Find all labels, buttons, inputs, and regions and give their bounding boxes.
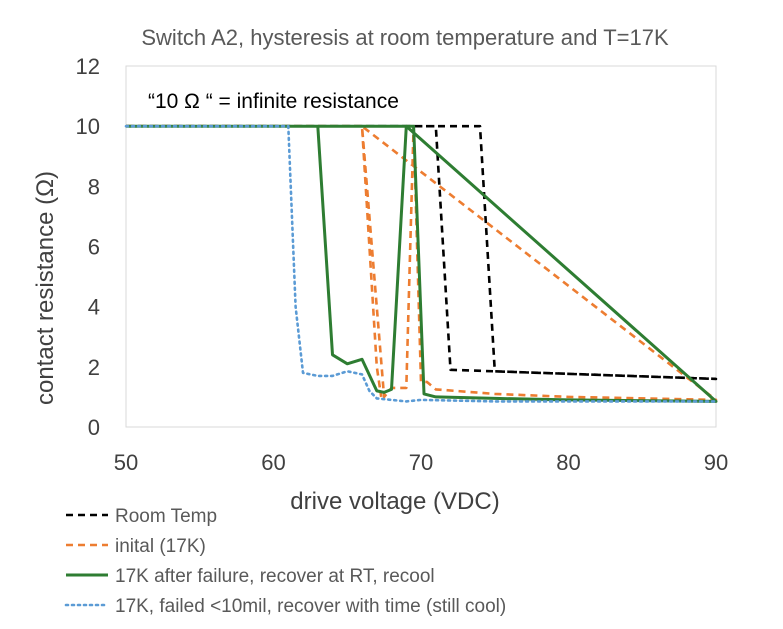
y-axis-label: contact resistance (Ω) <box>32 171 59 405</box>
legend-label-2: inital (17K) <box>115 536 206 557</box>
series-line-4 <box>124 124 718 403</box>
legend: Room Temp inital (17K) 17K after failure, … <box>64 506 506 617</box>
y-tick-label: 4 <box>88 295 100 320</box>
y-tick-label: 10 <box>76 114 100 139</box>
x-axis-label: drive voltage (VDC) <box>290 488 499 515</box>
plot-area <box>125 65 717 428</box>
legend-label-3: 17K after failure, recover at RT, recool <box>115 566 435 587</box>
x-tick-label: 80 <box>556 450 580 475</box>
x-tick-label: 50 <box>114 450 138 475</box>
series-line-1 <box>126 124 718 381</box>
chart-title: Switch A2, hysteresis at room temperatur… <box>141 25 669 50</box>
y-tick-label: 8 <box>88 174 100 199</box>
x-tick-label: 70 <box>409 450 433 475</box>
legend-label-1: Room Temp <box>115 506 217 527</box>
series-line-2 <box>126 124 718 402</box>
y-tick-label: 0 <box>88 415 100 440</box>
y-tick-label: 12 <box>76 54 100 79</box>
y-tick-label: 6 <box>88 235 100 260</box>
series-line-3 <box>126 124 718 403</box>
y-tick-label: 2 <box>88 355 100 380</box>
x-tick-label: 60 <box>261 450 285 475</box>
x-tick-label: 90 <box>704 450 728 475</box>
legend-label-4: 17K, failed <10mil, recover with time (s… <box>115 596 506 617</box>
annotation-text: “10 Ω “ = infinite resistance <box>148 90 399 113</box>
